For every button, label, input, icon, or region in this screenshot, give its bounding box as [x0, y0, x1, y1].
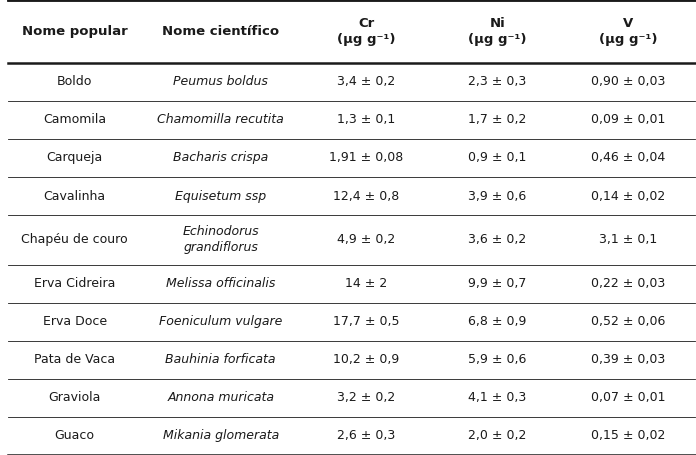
Text: Graviola: Graviola	[49, 391, 101, 404]
Text: 4,1 ± 0,3: 4,1 ± 0,3	[468, 391, 526, 404]
Text: 1,91 ± 0,08: 1,91 ± 0,08	[329, 152, 404, 164]
Text: Melissa officinalis: Melissa officinalis	[166, 277, 276, 290]
Text: Foeniculum vulgare: Foeniculum vulgare	[159, 315, 283, 329]
Text: Cavalinha: Cavalinha	[44, 189, 106, 202]
Text: Pata de Vaca: Pata de Vaca	[34, 354, 115, 366]
Text: 3,1 ± 0,1: 3,1 ± 0,1	[599, 233, 658, 246]
Text: 12,4 ± 0,8: 12,4 ± 0,8	[333, 189, 400, 202]
Text: Bauhinia forficata: Bauhinia forficata	[166, 354, 276, 366]
Text: Guaco: Guaco	[54, 430, 95, 442]
Text: 4,9 ± 0,2: 4,9 ± 0,2	[337, 233, 395, 246]
Text: 0,15 ± 0,02: 0,15 ± 0,02	[591, 430, 665, 442]
Text: Mikania glomerata: Mikania glomerata	[163, 430, 279, 442]
Text: Boldo: Boldo	[57, 76, 93, 88]
Text: 0,39 ± 0,03: 0,39 ± 0,03	[592, 354, 665, 366]
Text: 0,46 ± 0,04: 0,46 ± 0,04	[592, 152, 665, 164]
Text: 0,9 ± 0,1: 0,9 ± 0,1	[468, 152, 526, 164]
Text: 0,90 ± 0,03: 0,90 ± 0,03	[591, 76, 665, 88]
Text: 0,09 ± 0,01: 0,09 ± 0,01	[591, 113, 665, 126]
Text: Erva Doce: Erva Doce	[42, 315, 106, 329]
Text: 3,9 ± 0,6: 3,9 ± 0,6	[468, 189, 526, 202]
Text: 1,3 ± 0,1: 1,3 ± 0,1	[337, 113, 395, 126]
Text: 3,4 ± 0,2: 3,4 ± 0,2	[337, 76, 395, 88]
Text: 2,6 ± 0,3: 2,6 ± 0,3	[337, 430, 395, 442]
Text: 3,6 ± 0,2: 3,6 ± 0,2	[468, 233, 526, 246]
Text: 0,07 ± 0,01: 0,07 ± 0,01	[591, 391, 665, 404]
Text: 14 ± 2: 14 ± 2	[345, 277, 388, 290]
Text: Equisetum ssp: Equisetum ssp	[175, 189, 267, 202]
Text: Annona muricata: Annona muricata	[167, 391, 274, 404]
Text: Erva Cidreira: Erva Cidreira	[34, 277, 116, 290]
Text: 3,2 ± 0,2: 3,2 ± 0,2	[337, 391, 395, 404]
Text: 9,9 ± 0,7: 9,9 ± 0,7	[468, 277, 526, 290]
Text: Nome científico: Nome científico	[162, 25, 279, 38]
Text: 0,14 ± 0,02: 0,14 ± 0,02	[592, 189, 665, 202]
Text: Bacharis crispa: Bacharis crispa	[173, 152, 269, 164]
Text: Camomila: Camomila	[43, 113, 106, 126]
Text: Ni
(μg g⁻¹): Ni (μg g⁻¹)	[468, 17, 527, 46]
Text: Chapéu de couro: Chapéu de couro	[22, 233, 128, 246]
Text: 17,7 ± 0,5: 17,7 ± 0,5	[333, 315, 400, 329]
Text: 0,52 ± 0,06: 0,52 ± 0,06	[591, 315, 665, 329]
Text: 2,3 ± 0,3: 2,3 ± 0,3	[468, 76, 526, 88]
Text: 6,8 ± 0,9: 6,8 ± 0,9	[468, 315, 526, 329]
Text: 10,2 ± 0,9: 10,2 ± 0,9	[333, 354, 400, 366]
Text: 0,22 ± 0,03: 0,22 ± 0,03	[592, 277, 665, 290]
Text: Peumus boldus: Peumus boldus	[173, 76, 268, 88]
Text: 5,9 ± 0,6: 5,9 ± 0,6	[468, 354, 526, 366]
Text: Chamomilla recutita: Chamomilla recutita	[157, 113, 284, 126]
Text: Nome popular: Nome popular	[22, 25, 127, 38]
Text: Cr
(μg g⁻¹): Cr (μg g⁻¹)	[337, 17, 395, 46]
Text: Echinodorus
grandiflorus: Echinodorus grandiflorus	[182, 225, 259, 254]
Text: 1,7 ± 0,2: 1,7 ± 0,2	[468, 113, 526, 126]
Text: 2,0 ± 0,2: 2,0 ± 0,2	[468, 430, 526, 442]
Text: V
(μg g⁻¹): V (μg g⁻¹)	[599, 17, 658, 46]
Text: Carqueja: Carqueja	[47, 152, 103, 164]
